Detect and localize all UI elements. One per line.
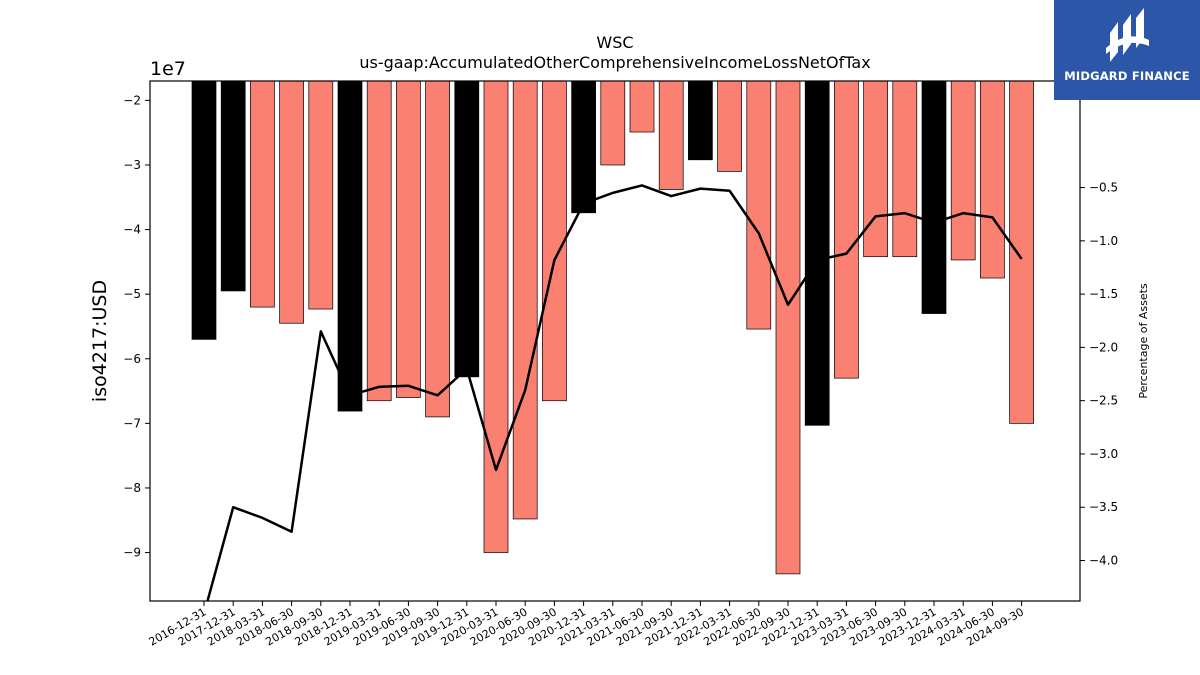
y2-tick-label: −1.0 [1089, 234, 1118, 248]
bar [717, 80, 742, 172]
bar [337, 80, 363, 412]
bar [250, 80, 275, 308]
bar [483, 80, 509, 553]
y2-tick-label: −3.5 [1089, 500, 1118, 514]
y2-tick-label: −1.5 [1089, 287, 1118, 301]
bar [308, 80, 334, 310]
y-offset-label: 1e7 [150, 58, 186, 80]
y2-tick-label: −2.5 [1089, 394, 1118, 408]
bar [571, 80, 596, 214]
bar [775, 80, 801, 575]
y-tick-label: −9 [123, 546, 141, 560]
bar [425, 80, 450, 418]
brand-logo: MIDGARD FINANCE [1054, 0, 1200, 100]
bar [542, 80, 567, 402]
bar [688, 80, 713, 161]
midgard-logo-icon [1106, 8, 1149, 62]
bar [396, 80, 421, 398]
bars-group [191, 80, 1034, 575]
plot-frame [149, 80, 1081, 602]
bar [658, 80, 684, 190]
y-tick-label: −5 [123, 287, 141, 301]
bar [191, 80, 217, 340]
chart-title: WSC [596, 33, 633, 52]
y2-axis-label: Percentage of Assets [1137, 283, 1150, 399]
bar [746, 80, 772, 330]
bar [980, 80, 1005, 279]
bar [600, 80, 626, 166]
bar [629, 80, 655, 133]
bar [512, 80, 538, 520]
y-tick-label: −4 [123, 223, 141, 237]
ratio-line [206, 184, 1023, 601]
bar [1009, 80, 1034, 424]
bar [863, 80, 888, 258]
y-tick-label: −2 [123, 93, 141, 107]
y-axis-label: iso4217:USD [89, 280, 111, 402]
bar [804, 80, 830, 426]
bar [220, 80, 246, 292]
bar [454, 80, 480, 378]
y-tick-label: −7 [123, 416, 141, 430]
bar [834, 80, 859, 379]
chart-subtitle: us-gaap:AccumulatedOtherComprehensiveInc… [359, 53, 870, 72]
y2-tick-label: −4.0 [1089, 554, 1118, 568]
y2-tick-label: −3.0 [1089, 447, 1118, 461]
y2-tick-label: −2.0 [1089, 340, 1118, 354]
bar [366, 80, 392, 402]
ratio-line-group [206, 184, 1023, 601]
bar [950, 80, 976, 261]
brand-name: MIDGARD FINANCE [1064, 69, 1190, 83]
y-tick-label: −6 [123, 352, 141, 366]
y-tick-label: −3 [123, 158, 141, 172]
y-tick-label: −8 [123, 481, 141, 495]
bar [279, 80, 304, 324]
bar [892, 80, 918, 258]
bar [921, 80, 947, 314]
y2-tick-label: −0.5 [1089, 181, 1118, 195]
